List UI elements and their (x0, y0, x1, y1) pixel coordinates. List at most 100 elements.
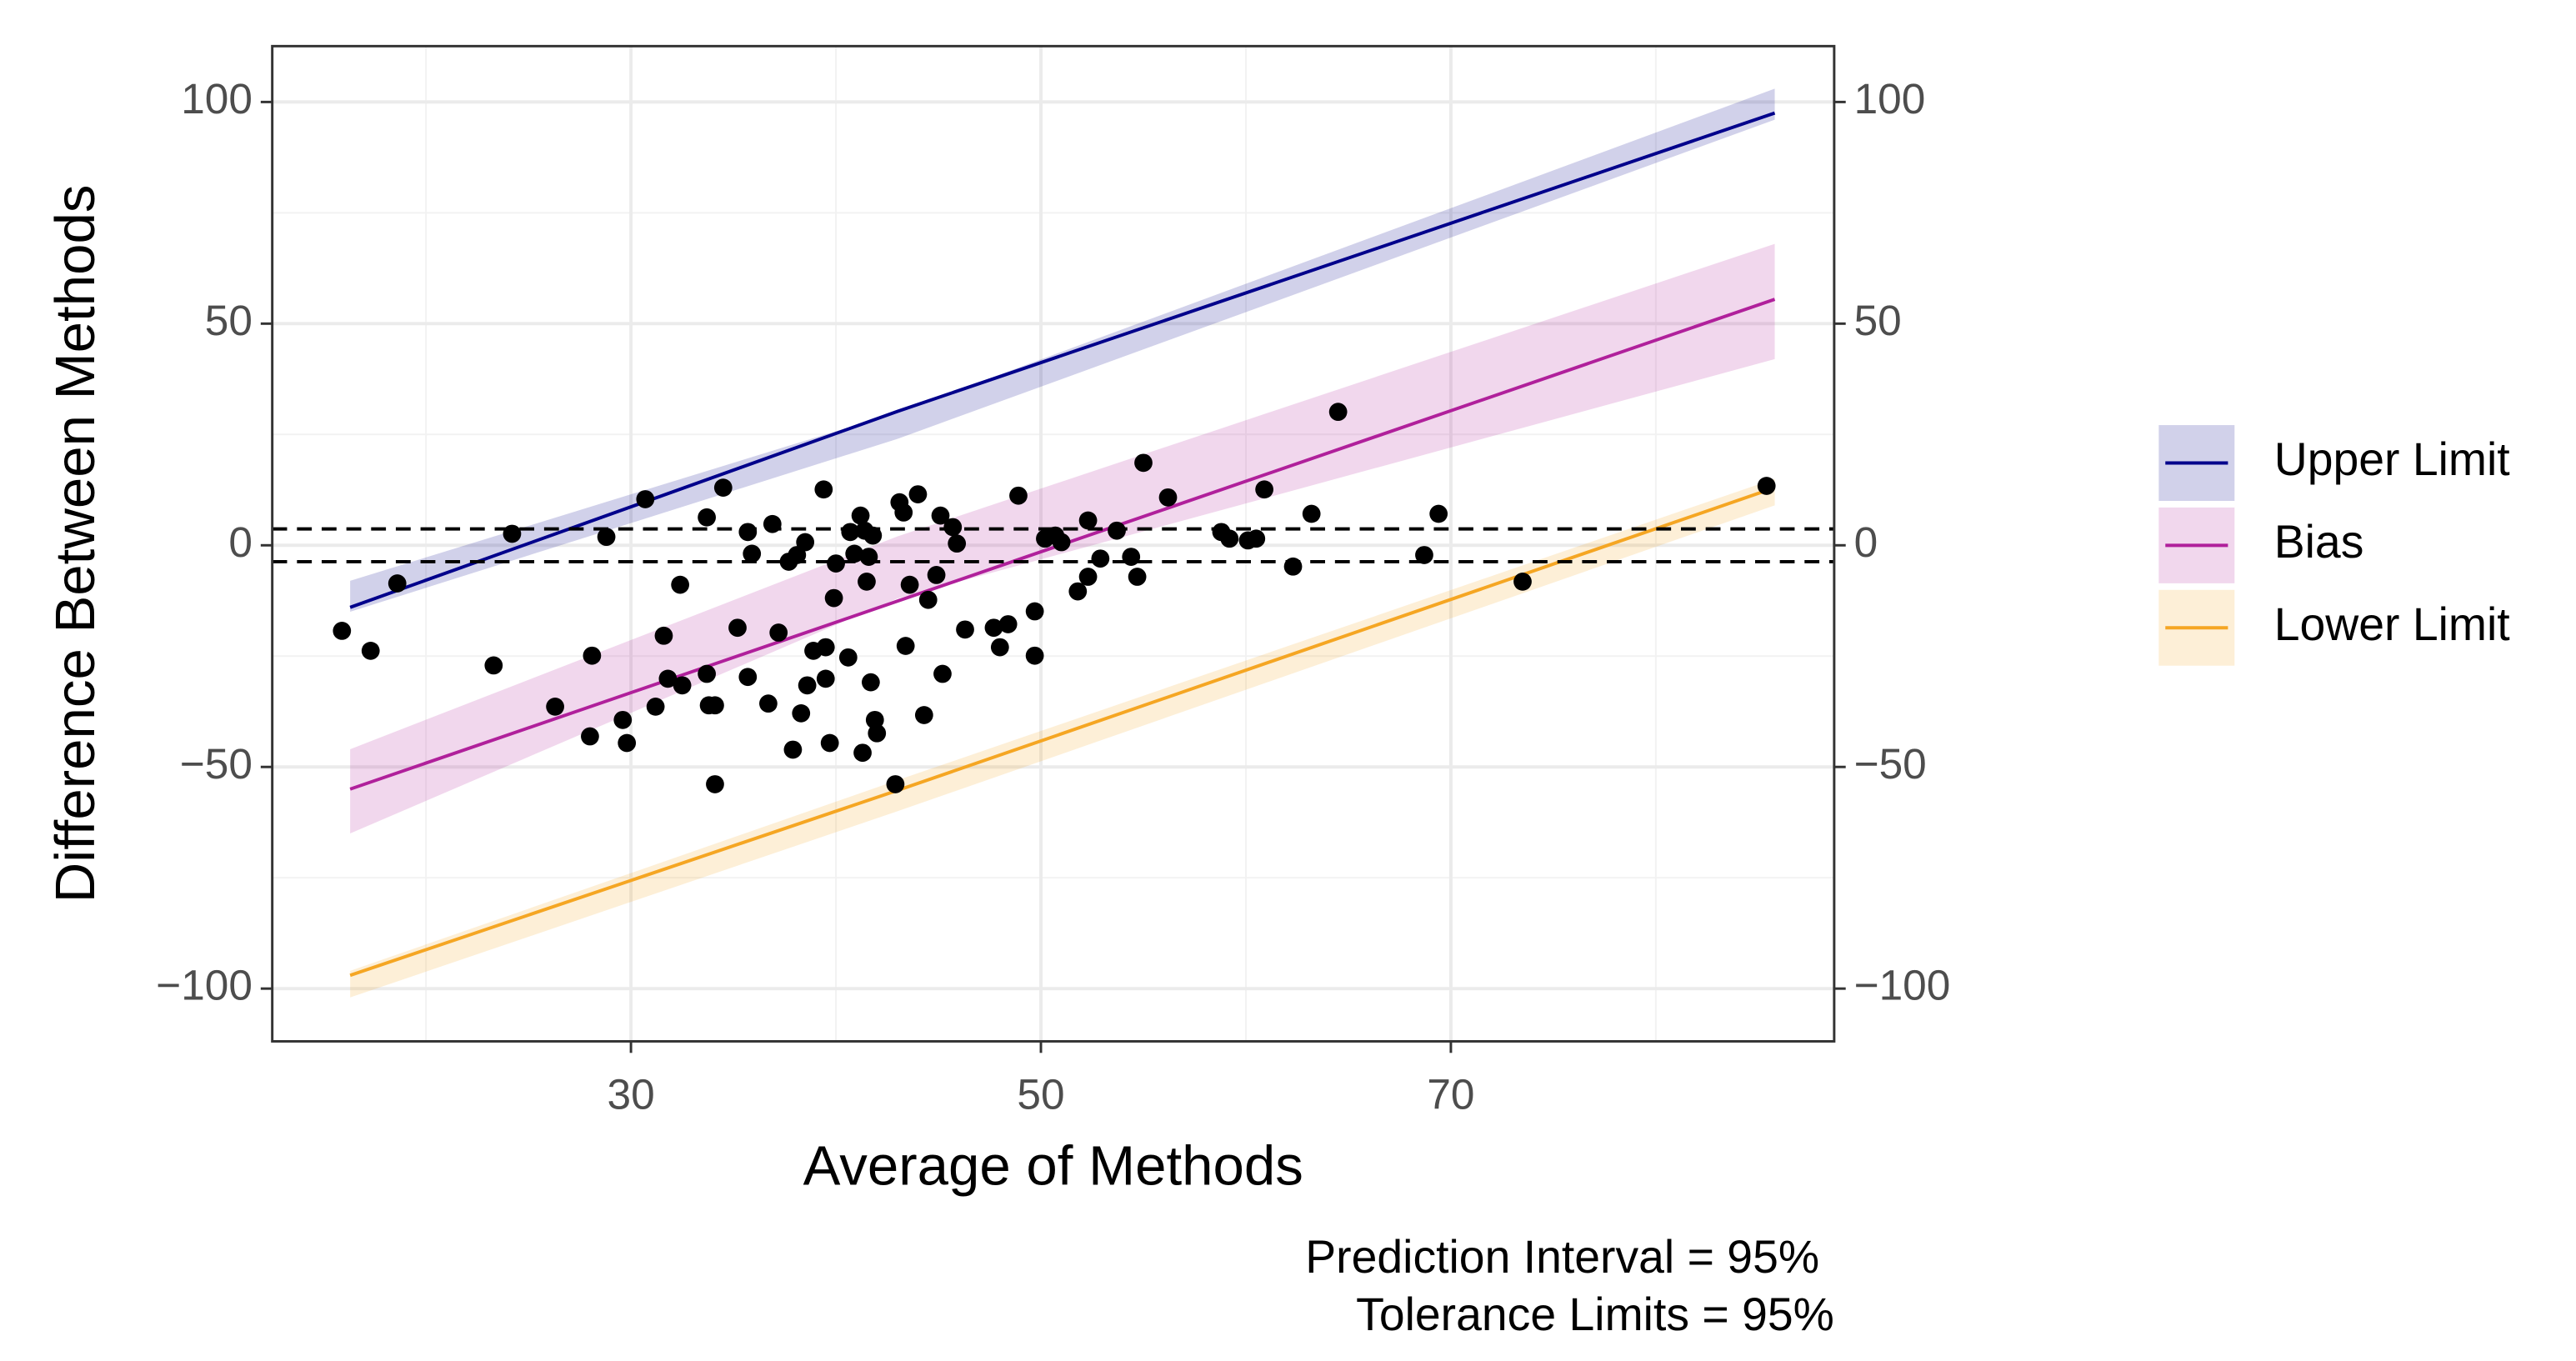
point (1052, 533, 1071, 552)
point (918, 590, 938, 609)
point (824, 588, 843, 608)
point (998, 615, 1018, 633)
point (914, 706, 933, 724)
point (1091, 549, 1110, 568)
point (1025, 646, 1044, 665)
point (333, 622, 352, 640)
point (706, 775, 724, 793)
point (1513, 573, 1532, 591)
y-tick-label: 0 (228, 518, 253, 566)
point (827, 554, 845, 573)
point (1078, 568, 1098, 586)
point (1134, 453, 1153, 473)
point (851, 506, 870, 525)
point (671, 575, 690, 594)
point (581, 727, 599, 746)
point (658, 669, 678, 688)
point (1247, 529, 1266, 548)
point (908, 485, 928, 503)
point (1158, 488, 1178, 507)
point (931, 506, 950, 525)
x-tick-label: 30 (608, 1069, 655, 1118)
point (583, 646, 602, 665)
point (896, 637, 915, 655)
point (1128, 568, 1147, 586)
point (1255, 480, 1273, 499)
point (597, 528, 616, 547)
y2-tick-label: 100 (1854, 74, 1926, 123)
point (816, 638, 835, 657)
y2-tick-label: 50 (1854, 296, 1902, 344)
y-tick-label: 50 (205, 296, 253, 344)
point (1302, 504, 1321, 523)
point (613, 710, 633, 729)
point (838, 648, 858, 667)
point (698, 508, 716, 527)
point (816, 669, 835, 688)
point (1429, 504, 1448, 523)
legend-label: Upper Limit (2274, 433, 2510, 485)
point (783, 740, 803, 759)
x-tick-label: 50 (1017, 1069, 1064, 1118)
point (503, 524, 522, 543)
point (841, 523, 860, 542)
point (948, 534, 967, 553)
y-tick-label: −100 (156, 961, 253, 1009)
point (862, 673, 880, 692)
y2-tick-label: −100 (1854, 961, 1951, 1009)
point (858, 573, 876, 591)
point (484, 656, 503, 675)
point (654, 626, 673, 645)
point (788, 546, 807, 564)
point (868, 723, 887, 743)
point (1328, 403, 1348, 422)
x-axis-title: Average of Methods (803, 1134, 1303, 1197)
point (713, 478, 733, 497)
y-tick-label: −50 (180, 739, 253, 788)
point (845, 544, 864, 563)
plot-area (271, 44, 1836, 1043)
legend-label: Bias (2274, 516, 2364, 568)
point (796, 533, 815, 552)
point (759, 694, 778, 713)
point (618, 733, 637, 753)
point (984, 618, 1003, 638)
point (1415, 546, 1433, 564)
point (894, 503, 913, 522)
point (728, 618, 747, 638)
point (956, 620, 974, 639)
annotation: Prediction Interval = 95% (1305, 1231, 1819, 1283)
x-tick-label: 70 (1427, 1069, 1474, 1118)
point (388, 574, 407, 593)
point (698, 664, 716, 683)
point (792, 703, 811, 723)
point (1078, 511, 1098, 530)
point (990, 638, 1009, 657)
point (1122, 548, 1141, 566)
annotation: Tolerance Limits = 95% (1356, 1288, 1834, 1340)
y-axis-title: Difference Between Methods (44, 185, 107, 903)
point (886, 775, 905, 793)
y2-tick-label: 0 (1854, 518, 1878, 566)
point (927, 566, 946, 584)
point (859, 548, 878, 566)
point (546, 698, 564, 716)
point (738, 523, 758, 542)
point (763, 514, 782, 533)
point (865, 710, 884, 729)
point (738, 668, 758, 687)
band (350, 478, 1775, 998)
limit-line (349, 111, 1776, 609)
point (673, 676, 692, 695)
point (863, 526, 883, 545)
point (636, 490, 655, 508)
legend-label: Lower Limit (2274, 598, 2510, 650)
panel-border (271, 44, 1836, 1043)
point (814, 480, 833, 499)
point (900, 575, 919, 594)
point (646, 698, 665, 716)
point (1108, 521, 1126, 540)
point (1068, 582, 1088, 601)
point (853, 743, 872, 763)
